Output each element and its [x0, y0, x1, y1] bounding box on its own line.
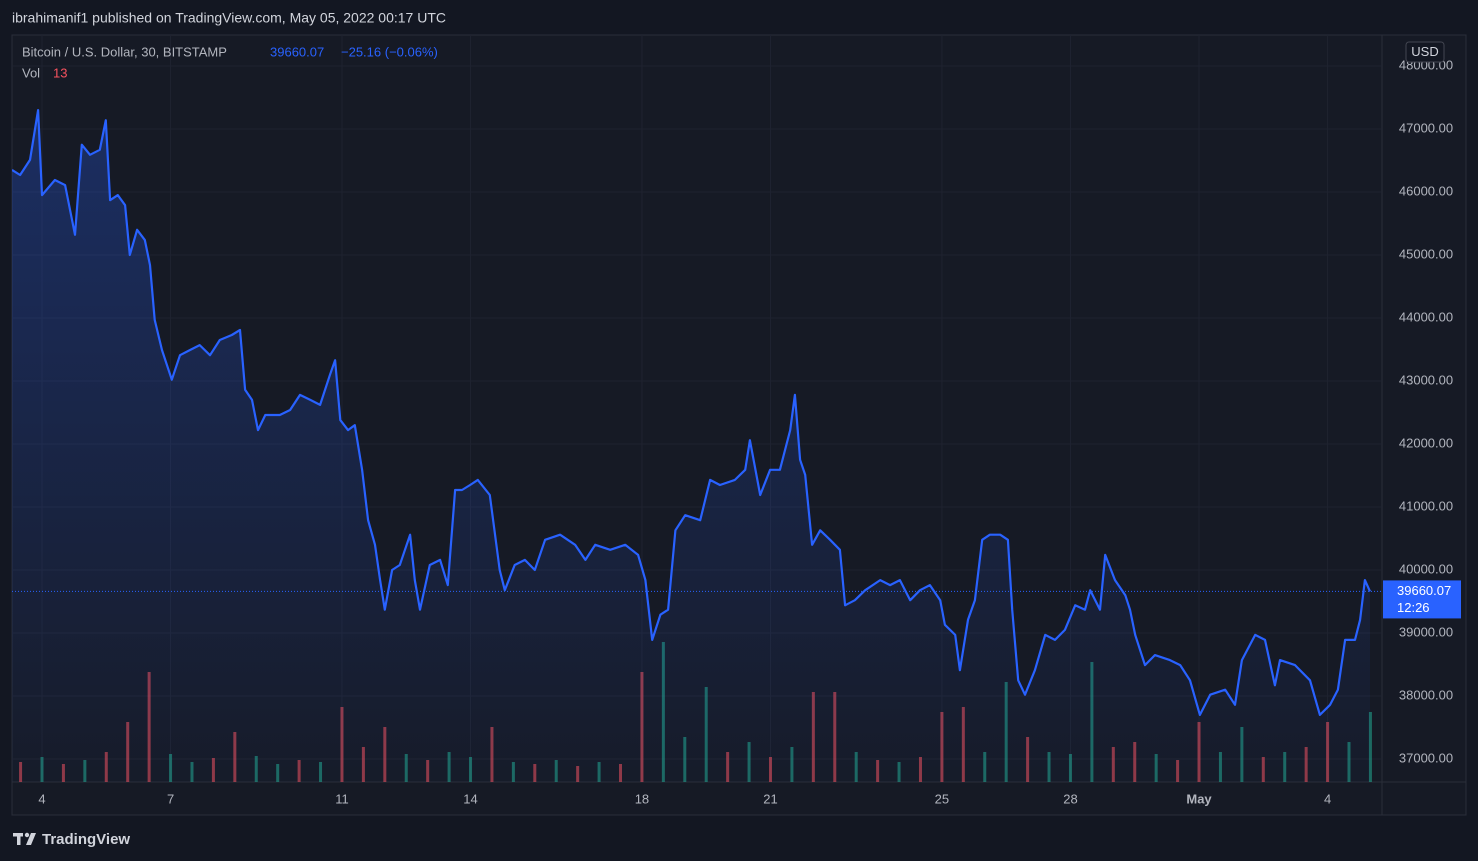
x-tick-label: 21 — [763, 791, 777, 806]
volume-value: 13 — [53, 65, 67, 80]
volume-bar — [1368, 712, 1372, 782]
y-tick-label: 39000.00 — [1399, 624, 1453, 639]
x-tick-label: May — [1186, 791, 1212, 806]
y-tick-label: 43000.00 — [1399, 372, 1453, 387]
y-tick-label: 47000.00 — [1399, 120, 1453, 135]
axes: 37000.00 38000.00 39000.00 40000.00 41000.00… — [38, 57, 1461, 806]
x-tick-label: 4 — [38, 791, 45, 806]
x-tick-label: 7 — [167, 791, 174, 806]
x-tick-label: 28 — [1063, 791, 1077, 806]
y-tick-label: 46000.00 — [1399, 183, 1453, 198]
last-price-label: 39660.07 — [1397, 583, 1451, 598]
volume-label: Vol — [22, 65, 40, 80]
x-tick-label: 18 — [635, 791, 649, 806]
currency-box[interactable] — [1405, 41, 1445, 63]
price-change: −25.16 (−0.06%) — [341, 44, 438, 59]
last-price: 39660.07 — [270, 44, 324, 59]
area-fill — [12, 110, 1370, 782]
y-tick-label: 37000.00 — [1399, 750, 1453, 765]
x-tick-label: 11 — [335, 791, 349, 806]
brand-logo — [13, 832, 36, 845]
y-tick-label: 45000.00 — [1399, 246, 1453, 261]
y-tick-label: 40000.00 — [1399, 561, 1453, 576]
y-tick-label: 42000.00 — [1399, 435, 1453, 450]
x-tick-label: 25 — [935, 791, 949, 806]
y-tick-label: 41000.00 — [1399, 498, 1453, 513]
y-tick-label: 44000.00 — [1399, 309, 1453, 324]
brand[interactable]: TradingView — [42, 831, 130, 848]
x-tick-label: 4 — [1324, 791, 1331, 806]
last-price-box — [1383, 580, 1461, 619]
countdown: 12:26 — [1397, 600, 1430, 615]
currency[interactable]: USD — [1411, 44, 1438, 59]
plot — [12, 109, 1382, 782]
y-tick-label: 38000.00 — [1399, 687, 1453, 702]
x-tick-label: 14 — [463, 791, 477, 806]
symbol: Bitcoin / U.S. Dollar, 30, BITSTAMP — [22, 44, 227, 59]
price-line — [12, 109, 1372, 716]
publisher: ibrahimanif1 published on TradingView.co… — [12, 10, 446, 26]
